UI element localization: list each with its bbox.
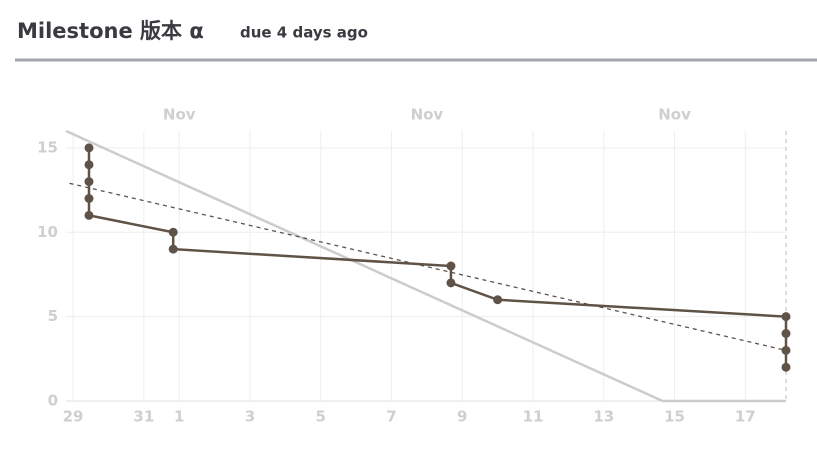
y-tick-label: 15 (37, 138, 58, 156)
y-tick-label: 5 (48, 307, 58, 325)
data-point (84, 160, 94, 170)
series-line (69, 182, 787, 352)
x-tick-label: 13 (593, 408, 614, 426)
data-point (446, 261, 456, 271)
x-tick-label: 31 (133, 408, 154, 426)
x-tick-label: 1 (174, 408, 184, 426)
data-point (493, 295, 503, 305)
y-tick-label: 0 (48, 392, 58, 410)
top-tick-label: Nov (163, 106, 196, 124)
data-point (168, 227, 178, 237)
x-tick-label: 3 (245, 408, 255, 426)
x-tick-label: 7 (386, 408, 396, 426)
data-point (781, 312, 791, 322)
data-point (84, 177, 94, 187)
data-point (84, 210, 94, 220)
x-tick-label: 5 (316, 408, 326, 426)
milestone-title: Milestone 版本 α (17, 19, 204, 43)
data-point (781, 329, 791, 338)
data-point (84, 194, 94, 203)
data-point (781, 345, 791, 355)
x-tick-label: 15 (664, 408, 685, 426)
data-point (84, 143, 94, 153)
data-point (781, 362, 791, 372)
x-tick-label: 17 (735, 408, 756, 426)
top-tick-label: Nov (411, 106, 444, 124)
due-date: due 4 days ago (240, 24, 368, 42)
y-tick-label: 10 (37, 223, 58, 241)
data-point (168, 244, 178, 254)
series-line (87, 147, 788, 368)
top-tick-label: Nov (658, 106, 691, 124)
x-tick-label: 9 (457, 408, 467, 426)
x-tick-label: 29 (63, 408, 84, 426)
series-line (65, 129, 786, 403)
data-point (446, 278, 456, 288)
x-tick-label: 11 (523, 408, 544, 426)
